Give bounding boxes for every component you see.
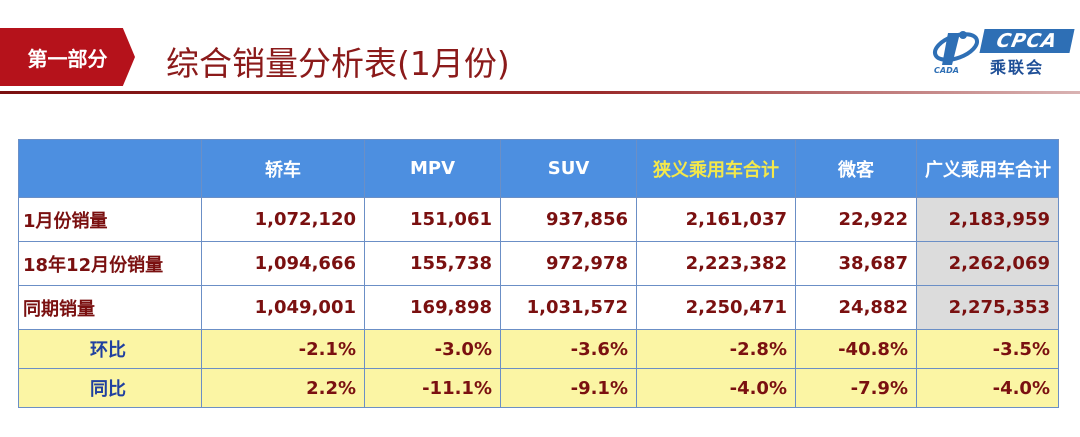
table-cell: -2.1%	[201, 329, 365, 369]
row-label: 环比	[18, 329, 202, 369]
table-cell: -3.0%	[364, 329, 501, 369]
table-cell: 24,882	[795, 285, 917, 330]
table-row: 同期销量 1,049,001 169,898 1,031,572 2,250,4…	[18, 285, 1059, 330]
table-header-row: 轿车 MPV SUV 狭义乘用车合计 微客 广义乘用车合计	[18, 139, 1059, 198]
table-cell: 972,978	[500, 241, 637, 286]
table-cell: 22,922	[795, 197, 917, 242]
table-cell: 1,094,666	[201, 241, 365, 286]
table-cell: -40.8%	[795, 329, 917, 369]
table-cell: 1,031,572	[500, 285, 637, 330]
table-row: 1月份销量 1,072,120 151,061 937,856 2,161,03…	[18, 197, 1059, 242]
page-title: 综合销量分析表(1月份)	[166, 44, 510, 83]
table-cell: 38,687	[795, 241, 917, 286]
table-cell: 1,072,120	[201, 197, 365, 242]
row-label: 1月份销量	[18, 197, 202, 242]
table-cell: 2,262,069	[916, 241, 1059, 286]
table-cell: -3.5%	[916, 329, 1059, 369]
table-cell: 2,161,037	[636, 197, 796, 242]
column-header-sedan: 轿车	[201, 139, 365, 198]
column-header-narrow-total: 狭义乘用车合计	[636, 139, 796, 198]
column-header-minivan: 微客	[795, 139, 917, 198]
table-cell: 155,738	[364, 241, 501, 286]
column-header-suv: SUV	[500, 139, 637, 198]
table-cell: 2.2%	[201, 368, 365, 408]
table-row-yoy: 同比 2.2% -11.1% -9.1% -4.0% -7.9% -4.0%	[18, 368, 1059, 408]
table-cell: 2,275,353	[916, 285, 1059, 330]
sales-analysis-table: 轿车 MPV SUV 狭义乘用车合计 微客 广义乘用车合计 1月份销量 1,07…	[18, 139, 1059, 408]
table-row-mom: 环比 -2.1% -3.0% -3.6% -2.8% -40.8% -3.5%	[18, 329, 1059, 369]
table-cell: 151,061	[364, 197, 501, 242]
row-label: 同比	[18, 368, 202, 408]
table-cell: 1,049,001	[201, 285, 365, 330]
table-cell: 937,856	[500, 197, 637, 242]
column-header-empty	[18, 139, 202, 198]
table-row: 18年12月份销量 1,094,666 155,738 972,978 2,22…	[18, 241, 1059, 286]
table-cell: -4.0%	[636, 368, 796, 408]
table-cell: -7.9%	[795, 368, 917, 408]
column-header-broad-total: 广义乘用车合计	[916, 139, 1059, 198]
table-cell: 169,898	[364, 285, 501, 330]
cpca-logo: CADA CPCA 乘联会	[930, 25, 1075, 77]
row-label: 同期销量	[18, 285, 202, 330]
slide-header: 第一部分 综合销量分析表(1月份) CADA CPCA 乘联会	[0, 0, 1080, 100]
table-cell: -3.6%	[500, 329, 637, 369]
row-label: 18年12月份销量	[18, 241, 202, 286]
table-cell: 2,223,382	[636, 241, 796, 286]
svg-text:CADA: CADA	[934, 66, 959, 75]
table-cell: 2,250,471	[636, 285, 796, 330]
table-cell: -11.1%	[364, 368, 501, 408]
table-cell: 2,183,959	[916, 197, 1059, 242]
header-divider	[0, 91, 1080, 94]
table-cell: -9.1%	[500, 368, 637, 408]
cpca-swoosh-icon: CADA	[932, 31, 980, 75]
logo-name-cn: 乘联会	[990, 58, 1045, 77]
column-header-mpv: MPV	[364, 139, 501, 198]
logo-mark-text: CPCA	[979, 29, 1075, 53]
section-tag: 第一部分	[0, 28, 135, 86]
table-cell: -2.8%	[636, 329, 796, 369]
table-cell: -4.0%	[916, 368, 1059, 408]
